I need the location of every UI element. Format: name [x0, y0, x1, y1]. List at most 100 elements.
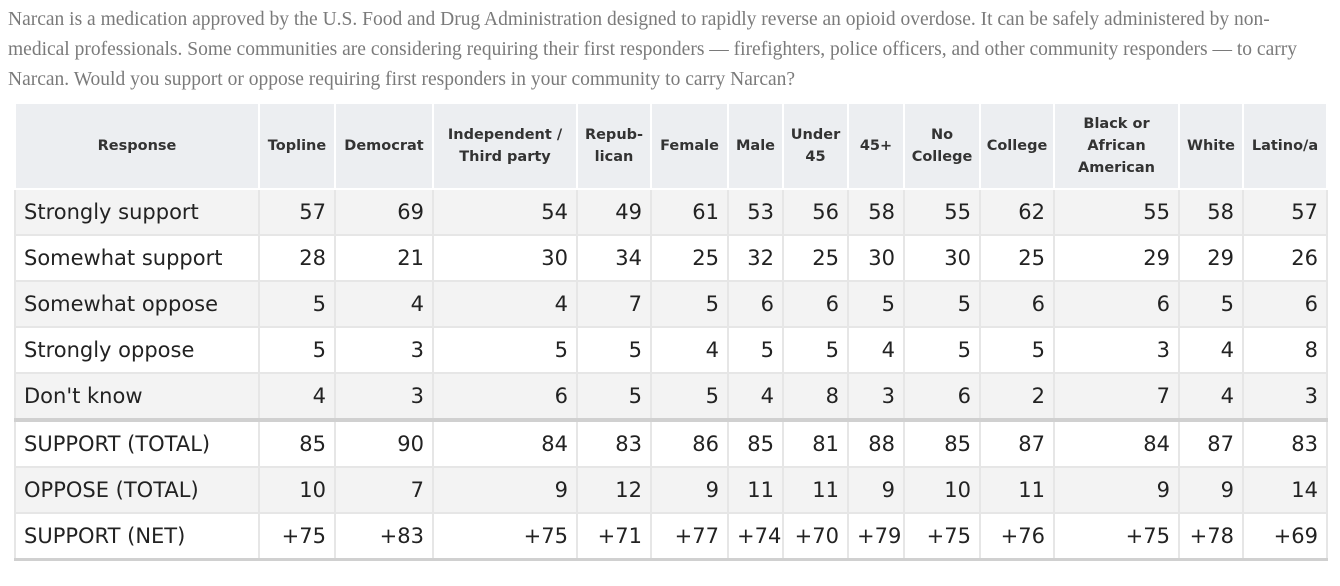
cell-value: 84 [432, 418, 578, 468]
cell-value: 49 [576, 188, 652, 236]
table-row: SUPPORT (NET) +75 +83 +75 +71 +77 +74 +70 +79 +75… [14, 512, 1328, 561]
column-header: Male [727, 102, 784, 190]
cell-value: 3 [1053, 326, 1180, 374]
table-row: SUPPORT (TOTAL) 85 90 84 83 86 85 81 88 85 87 84 87 8… [14, 418, 1328, 468]
cell-value: 11 [979, 466, 1055, 514]
cell-value: 53 [727, 188, 784, 236]
cell-value: 61 [650, 188, 729, 236]
cell-value: 4 [1178, 372, 1244, 421]
row-label: Strongly support [14, 188, 260, 236]
cell-value: 7 [334, 466, 434, 514]
cell-value: 4 [847, 326, 905, 374]
table-row: Somewhat oppose 5 4 4 7 5 6 6 5 5 6 6 5 6 [14, 280, 1328, 328]
cell-value: 3 [334, 372, 434, 421]
cell-value: 58 [1178, 188, 1244, 236]
row-label: Don't know [14, 372, 260, 421]
column-header: Independent / Third party [432, 102, 578, 190]
cell-value: 12 [576, 466, 652, 514]
cell-value: +75 [258, 512, 336, 561]
column-header: Response [14, 102, 260, 190]
row-label: SUPPORT (TOTAL) [14, 418, 260, 468]
cell-value: 4 [334, 280, 434, 328]
table-row: Strongly oppose 5 3 5 5 4 5 5 4 5 5 3 4 8 [14, 326, 1328, 374]
cell-value: 90 [334, 418, 434, 468]
table-row: OPPOSE (TOTAL) 10 7 9 12 9 11 11 9 10 11 9 9 14 [14, 466, 1328, 514]
column-header: 45+ [847, 102, 905, 190]
cell-value: +75 [432, 512, 578, 561]
cell-value: 5 [576, 372, 652, 421]
cell-value: 83 [1242, 418, 1328, 468]
cell-value: 87 [1178, 418, 1244, 468]
cell-value: 29 [1053, 234, 1180, 282]
table-row: Don't know 4 3 6 5 5 4 8 3 6 2 7 4 3 [14, 372, 1328, 421]
cell-value: 58 [847, 188, 905, 236]
cell-value: 5 [979, 326, 1055, 374]
cell-value: 57 [1242, 188, 1328, 236]
cell-value: 86 [650, 418, 729, 468]
cell-value: 25 [650, 234, 729, 282]
cell-value: 14 [1242, 466, 1328, 514]
cell-value: 30 [432, 234, 578, 282]
cell-value: 83 [576, 418, 652, 468]
row-label: SUPPORT (NET) [14, 512, 260, 561]
cell-value: 30 [903, 234, 981, 282]
cell-value: 4 [1178, 326, 1244, 374]
cell-value: 26 [1242, 234, 1328, 282]
cell-value: 55 [1053, 188, 1180, 236]
cell-value: 6 [782, 280, 849, 328]
column-header: College [979, 102, 1055, 190]
cell-value: 5 [1178, 280, 1244, 328]
cell-value: +74 [727, 512, 784, 561]
column-header: No College [903, 102, 981, 190]
cell-value: 6 [903, 372, 981, 421]
cell-value: 6 [727, 280, 784, 328]
cell-value: 6 [1242, 280, 1328, 328]
cell-value: 5 [258, 280, 336, 328]
cell-value: 32 [727, 234, 784, 282]
intro-text: Narcan is a medication approved by the U… [8, 9, 1297, 90]
cell-value: 5 [903, 326, 981, 374]
row-label: OPPOSE (TOTAL) [14, 466, 260, 514]
cell-value: +76 [979, 512, 1055, 561]
column-header: Democrat [334, 102, 434, 190]
row-label: Strongly oppose [14, 326, 260, 374]
column-header: Topline [258, 102, 336, 190]
cell-value: 28 [258, 234, 336, 282]
cell-value: +77 [650, 512, 729, 561]
cell-value: +83 [334, 512, 434, 561]
cell-value: 8 [782, 372, 849, 421]
cell-value: 9 [1053, 466, 1180, 514]
cell-value: 55 [903, 188, 981, 236]
cell-value: 7 [576, 280, 652, 328]
cell-value: 30 [847, 234, 905, 282]
column-header: Black or African American [1053, 102, 1180, 190]
cell-value: 84 [1053, 418, 1180, 468]
cell-value: 4 [258, 372, 336, 421]
column-header: White [1178, 102, 1244, 190]
row-label: Somewhat oppose [14, 280, 260, 328]
cell-value: 6 [979, 280, 1055, 328]
cell-value: 5 [650, 372, 729, 421]
row-label: Somewhat support [14, 234, 260, 282]
cell-value: 25 [782, 234, 849, 282]
cell-value: 5 [650, 280, 729, 328]
cell-value: 5 [258, 326, 336, 374]
cell-value: 8 [1242, 326, 1328, 374]
column-header: Latino/a [1242, 102, 1328, 190]
cell-value: 5 [903, 280, 981, 328]
cell-value: 5 [847, 280, 905, 328]
cell-value: 87 [979, 418, 1055, 468]
cell-value: 9 [650, 466, 729, 514]
cell-value: 85 [903, 418, 981, 468]
cell-value: 5 [576, 326, 652, 374]
cell-value: 5 [727, 326, 784, 374]
cell-value: +70 [782, 512, 849, 561]
column-header: Female [650, 102, 729, 190]
cell-value: 11 [727, 466, 784, 514]
cell-value: +78 [1178, 512, 1244, 561]
cell-value: 29 [1178, 234, 1244, 282]
cell-value: 3 [847, 372, 905, 421]
table-body: Strongly support 57 69 54 49 61 53 56 58 55 62 55 58… [14, 188, 1328, 561]
cell-value: 62 [979, 188, 1055, 236]
